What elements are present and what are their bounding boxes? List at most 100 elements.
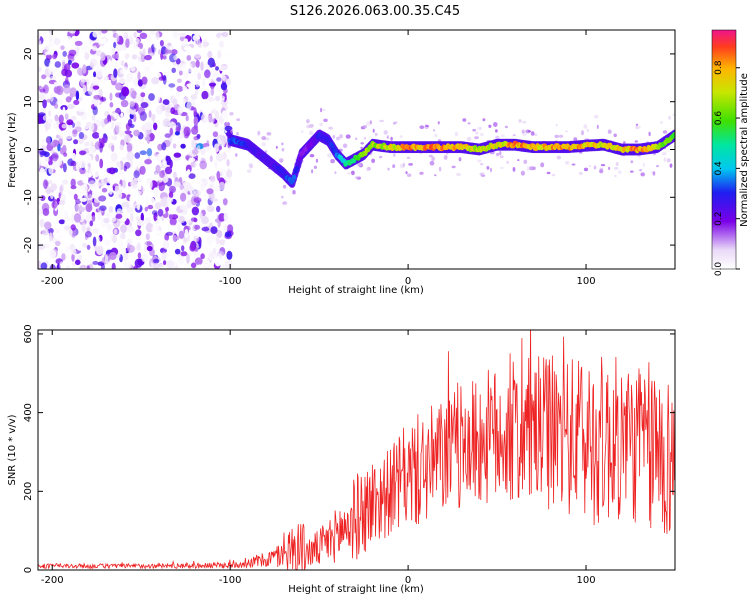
spectrogram-scatter-cell [630,170,634,173]
spectrogram-noise-cell [99,96,107,102]
spectrogram-noise-cell [172,143,177,149]
spectrogram-scatter-cell [281,195,284,199]
spectrogram-noise-cell [62,171,68,176]
spectrogram-noise-cell [177,223,182,233]
spectrogram-scatter-cell [419,125,425,129]
spectrogram-noise-cell [220,168,227,174]
spectrogram-noise-cell [119,77,126,84]
spectrogram-y-axis: -20 -10 0 10 20 [23,48,675,253]
spectrogram-scatter-cell [339,134,343,139]
spectrogram-noise-cell [79,160,86,169]
spectrogram-noise-cell [54,103,59,109]
spectrogram-noise-cell [122,121,127,126]
spectrogram-noise-cell [183,38,189,45]
spectrogram-scatter-cell [261,136,267,141]
y-tick-label: 400 [23,403,34,422]
spectrogram-noise-cell [98,130,104,139]
spectrogram-noise-cell [187,30,192,36]
spectrogram-noise-cell [72,129,78,135]
spectrogram-noise-cell [215,236,220,245]
spectrogram-scatter-cell [236,132,239,136]
spectrogram-noise-cell [227,147,232,153]
spectrogram-noise-cell [39,218,45,228]
spectrogram-noise-cell [209,251,216,260]
spectrogram-noise-cell [47,117,53,124]
spectrogram-noise-cell [98,30,102,35]
spectrogram-scatter-cell [455,131,458,137]
spectrogram-scatter-cell [523,159,528,164]
spectrogram-noise-cell [63,225,71,231]
spectrogram-scatter-cell [555,123,558,127]
spectrogram-noise-cell [67,59,72,66]
spectrogram-noise-cell [152,187,160,197]
spectrogram-noise-cell [49,92,54,102]
spectrogram-noise-cell [55,227,61,234]
spectrogram-noise-cell [166,259,175,269]
spectrogram-scatter-cell [394,121,398,124]
spectrogram-noise-cell [135,93,141,100]
spectrogram-noise-cell [216,230,223,239]
spectrogram-noise-cell [158,49,162,55]
spectrogram-noise-cell [118,171,124,176]
spectrogram-noise-cell [132,41,139,49]
spectrogram-scatter-cell [477,159,482,163]
spectrogram-scatter-cell [495,129,498,133]
spectrogram-noise-cell [92,227,100,234]
spectrogram-scatter-cell [656,165,659,168]
spectrogram-noise-cell [176,78,182,84]
spectrogram-scatter-cell [488,124,492,128]
spectrogram-noise-cell [100,37,105,44]
spectrogram-noise-cell [213,185,221,192]
spectrogram-noise-cell [120,224,128,234]
x-tick-label: -100 [219,276,242,287]
spectrogram-noise-cell [190,94,198,100]
spectrogram-scatter-cell [499,150,502,156]
spectrogram-noise-cell [156,215,163,221]
x-tick-label: 100 [576,575,595,586]
spectrogram-noise-cell [162,55,167,60]
spectrogram-noise-cell [173,152,182,158]
colorbar-tick-label: 0.2 [714,212,724,226]
spectrogram-noise-cell [218,213,226,222]
spectrogram-noise-cell [158,76,165,81]
spectrogram-noise-cell [155,105,164,115]
spectrogram-scatter-cell [472,128,477,132]
spectrogram-noise-cell [206,235,214,245]
spectrogram-noise-cell [63,163,67,173]
spectrogram-noise-cell [165,206,169,212]
spectrogram-noise-cell [178,230,185,239]
spectrogram-noise-cell [193,217,198,223]
spectrogram-noise-cell [87,199,93,210]
spectrogram-noise-cell [126,143,133,153]
spectrogram-noise-cell [55,134,61,139]
colorbar-ticks: 0.0 0.2 0.4 0.6 0.8 [714,60,740,276]
spectrogram-noise-cell [186,253,190,264]
spectrogram-noise-cell [198,151,202,162]
spectrogram-noise-cell [115,191,123,200]
spectrogram-scatter-cell [672,113,675,116]
spectrogram-noise-cell [121,86,130,97]
spectrogram-scatter-cell [571,163,576,166]
spectrogram-track-cell [292,174,297,180]
spectrogram-noise-cell [118,239,123,249]
spectrogram-noise-cell [108,206,114,213]
spectrogram-noise-cell [129,194,136,203]
spectrogram-scatter-cell [229,112,234,116]
spectrogram-noise-cell [64,219,71,225]
spectrogram-scatter-cell [434,133,438,138]
spectrogram-noise-cell [38,32,41,41]
spectrogram-noise-cell [155,31,160,40]
spectrogram-scatter-cell [383,130,388,135]
spectrogram-scatter-cell [594,114,599,119]
figure-title: S126.2026.063.00.35.C45 [290,4,460,19]
spectrogram-scatter-cell [249,164,254,169]
spectrogram-noise-cell [135,229,142,237]
spectrogram-noise-cell [95,68,103,78]
spectrogram-noise-cell [218,95,225,101]
spectrogram-noise-cell [189,187,196,195]
spectrogram-noise-cell [140,53,146,63]
spectrogram-noise-cell [77,107,86,112]
spectrogram-scatter-cell [482,118,486,122]
spectrogram-noise-cell [195,165,201,172]
